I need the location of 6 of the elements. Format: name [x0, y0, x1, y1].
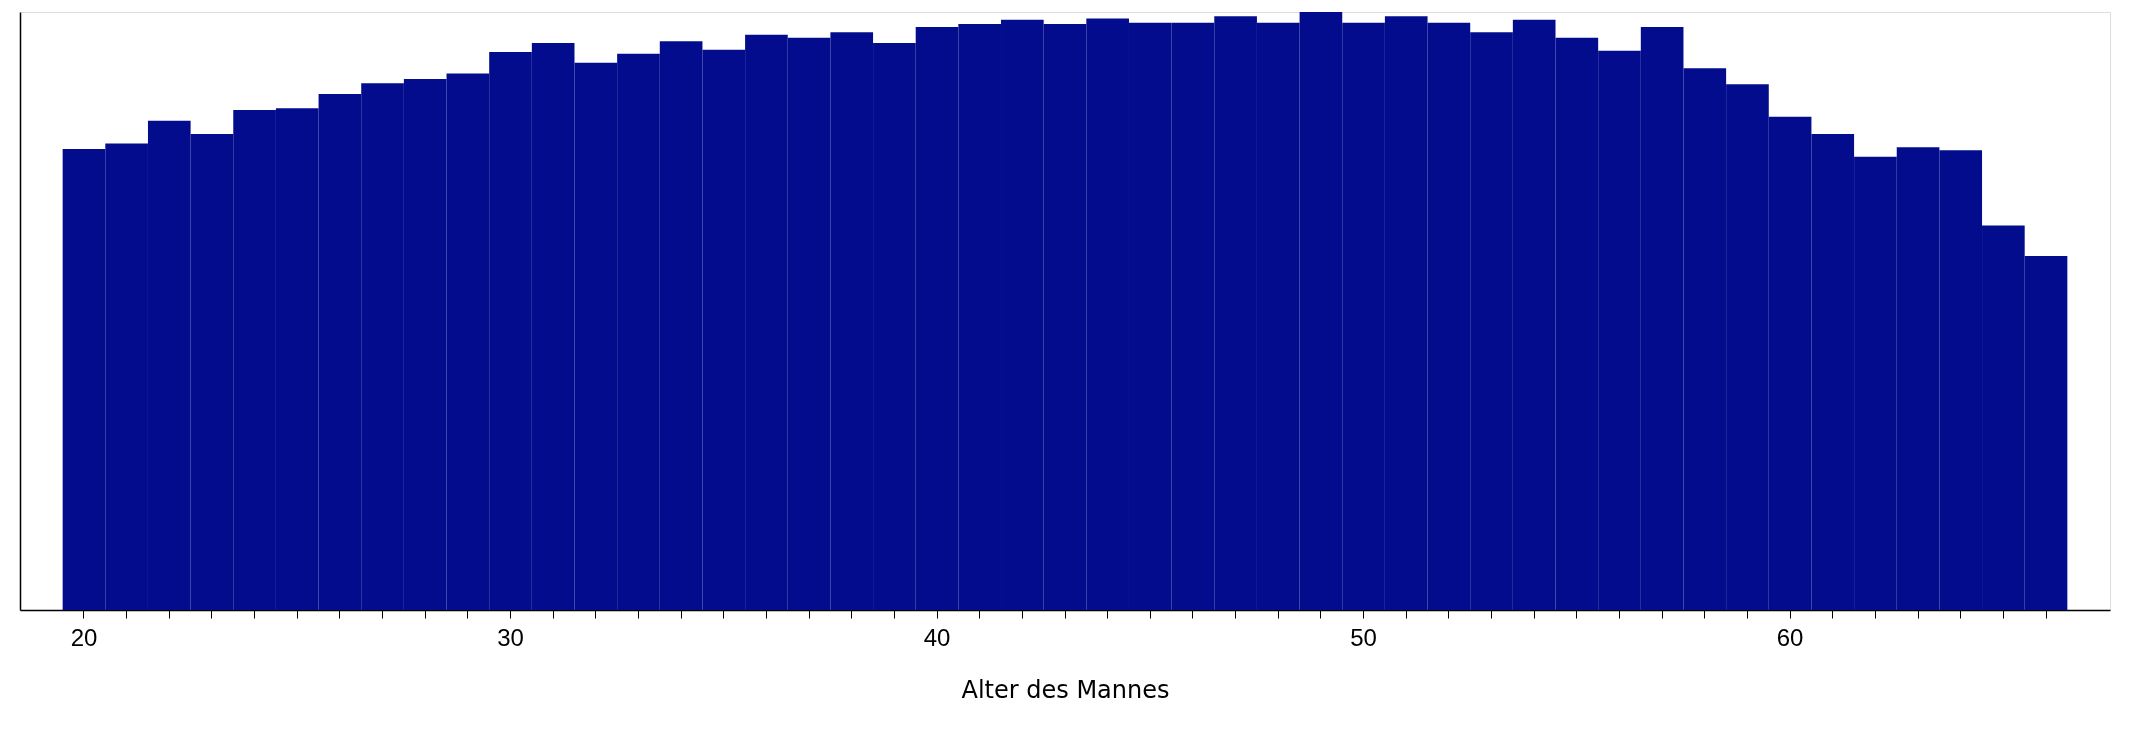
- x-tick-label: 40: [923, 623, 951, 651]
- x-tick-label: 30: [497, 623, 524, 651]
- x-tick-label: 60: [1776, 623, 1804, 651]
- x-tick-label: 20: [70, 623, 98, 651]
- x-tick-label: 50: [1350, 623, 1377, 651]
- x-axis-title: Alter des Mannes: [961, 675, 1170, 704]
